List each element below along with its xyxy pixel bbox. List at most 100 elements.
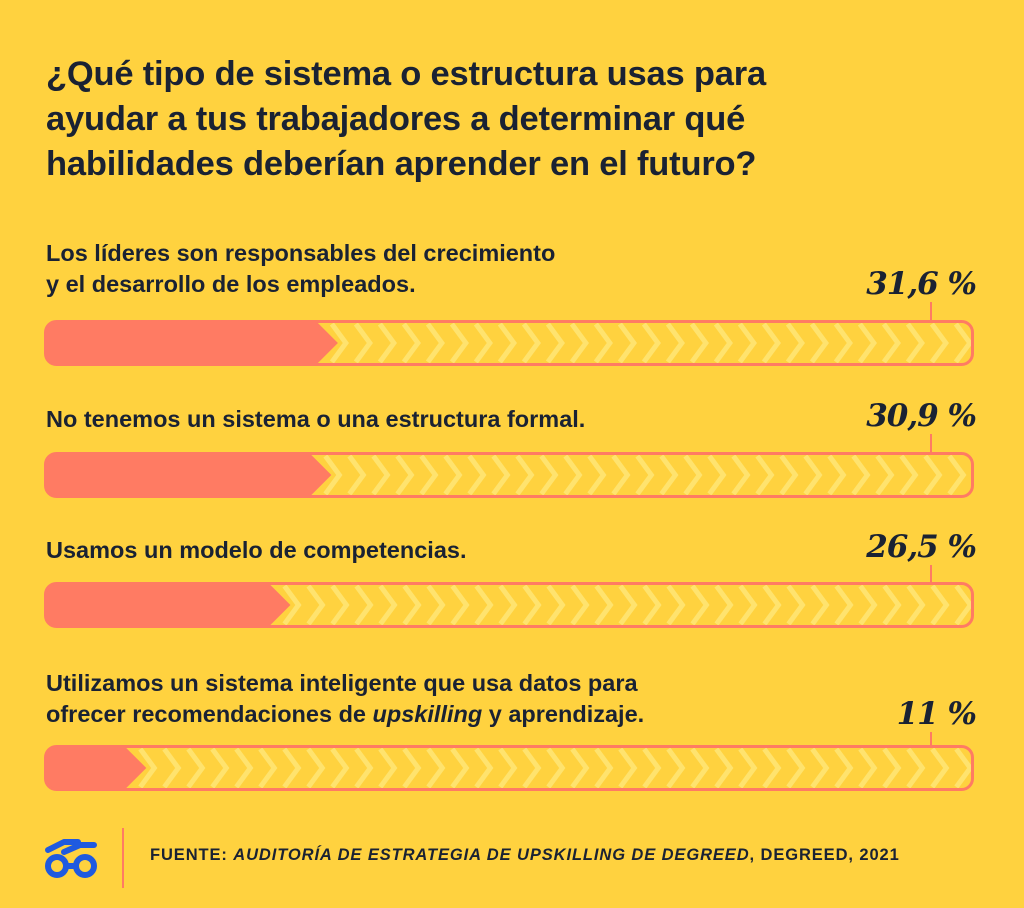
degreed-glasses-icon	[45, 839, 97, 878]
value-label: 30,9 %	[866, 398, 977, 434]
chevron-mark	[450, 747, 470, 789]
chevron-mark	[419, 454, 439, 496]
chevron-mark	[450, 584, 470, 626]
bar-border	[44, 320, 974, 366]
source-prefix: FUENTE:	[150, 846, 234, 864]
chevron-mark	[731, 454, 751, 496]
bar-border	[44, 582, 974, 628]
chevron-mark	[755, 454, 775, 496]
chevron-mark	[329, 322, 349, 364]
chevron-mark	[930, 584, 950, 626]
chevron-mark	[762, 584, 782, 626]
chevron-mark	[570, 584, 590, 626]
chevron-mark	[906, 747, 926, 789]
chevron-mark	[258, 747, 278, 789]
chart-title: ¿Qué tipo de sistema o estructura usas p…	[46, 52, 946, 187]
chevron-mark	[594, 584, 614, 626]
bar-chevrons	[323, 454, 972, 496]
chevron-mark	[881, 322, 901, 364]
category-label: No tenemos un sistema o una estructura f…	[46, 404, 585, 435]
chevron-mark	[443, 454, 463, 496]
chevron-mark	[803, 454, 823, 496]
bar-background	[46, 747, 972, 789]
chevron-mark	[330, 584, 350, 626]
chevron-mark	[473, 322, 493, 364]
category-label-segment: Los líderes son responsables del crecimi…	[46, 240, 556, 266]
chevron-mark	[834, 584, 854, 626]
chevron-mark	[449, 322, 469, 364]
value-label: 26,5 %	[866, 529, 977, 565]
chevron-mark	[545, 322, 565, 364]
value-connector	[930, 434, 932, 452]
category-label-segment: Usamos un modelo de competencias.	[46, 537, 467, 563]
chevron-mark	[785, 322, 805, 364]
chevron-mark	[714, 584, 734, 626]
chevron-mark	[882, 584, 902, 626]
chevron-mark	[210, 747, 230, 789]
chevron-mark	[954, 747, 972, 789]
chevron-mark	[521, 322, 541, 364]
value-connector	[930, 302, 932, 320]
chevron-mark	[474, 747, 494, 789]
chevron-mark	[761, 322, 781, 364]
bar-chevrons	[138, 747, 972, 789]
chevron-mark	[954, 584, 972, 626]
chevron-mark	[138, 747, 158, 789]
chevron-mark	[371, 454, 391, 496]
value-label: 31,6 %	[866, 266, 977, 302]
category-label-segment: No tenemos un sistema o una estructura f…	[46, 406, 586, 432]
chevron-mark	[491, 454, 511, 496]
chevron-mark	[617, 322, 637, 364]
chevron-mark	[354, 584, 374, 626]
chevron-mark	[659, 454, 679, 496]
category-label-line: ofrecer recomendaciones de upskilling y …	[46, 699, 644, 730]
bar-value	[46, 584, 291, 626]
value-connector	[930, 565, 932, 582]
chevron-mark	[923, 454, 943, 496]
category-label-line: y el desarrollo de los empleados.	[46, 269, 555, 300]
chevron-mark	[570, 747, 590, 789]
chevron-mark	[683, 454, 703, 496]
chevron-mark	[851, 454, 871, 496]
chevron-mark	[377, 322, 397, 364]
bar-chevrons	[282, 584, 972, 626]
bar-value	[46, 454, 332, 496]
chevron-mark	[858, 584, 878, 626]
chevron-mark	[690, 584, 710, 626]
chevron-mark	[162, 747, 182, 789]
chevron-mark	[426, 747, 446, 789]
chevron-mark	[425, 322, 445, 364]
bar-track	[44, 320, 974, 366]
chevron-mark	[779, 454, 799, 496]
chevron-mark	[306, 584, 326, 626]
chevron-mark	[282, 584, 302, 626]
chevron-mark	[330, 747, 350, 789]
chevron-mark	[474, 584, 494, 626]
chevron-mark	[426, 584, 446, 626]
chevron-mark	[737, 322, 757, 364]
value-connector	[930, 732, 932, 745]
bar-track	[44, 582, 974, 628]
source-suffix: , DEGREED, 2021	[749, 846, 900, 864]
chevron-mark	[498, 747, 518, 789]
chevron-mark	[306, 747, 326, 789]
category-label-line: Utilizamos un sistema inteligente que us…	[46, 668, 644, 699]
category-label-segment: y el desarrollo de los empleados.	[46, 271, 416, 297]
chevron-mark	[882, 747, 902, 789]
chevron-mark	[354, 747, 374, 789]
chevron-mark	[402, 584, 422, 626]
chevron-mark	[666, 747, 686, 789]
chevron-mark	[713, 322, 733, 364]
footer-divider	[122, 828, 124, 888]
chevron-mark	[618, 584, 638, 626]
chevron-mark	[611, 454, 631, 496]
category-label-segment: y aprendizaje.	[482, 701, 645, 727]
chevron-mark	[707, 454, 727, 496]
chevron-mark	[467, 454, 487, 496]
chevron-mark	[522, 747, 542, 789]
category-label: Los líderes son responsables del crecimi…	[46, 238, 555, 300]
chevron-mark	[378, 584, 398, 626]
chevron-mark	[714, 747, 734, 789]
chevron-mark	[563, 454, 583, 496]
chevron-mark	[587, 454, 607, 496]
